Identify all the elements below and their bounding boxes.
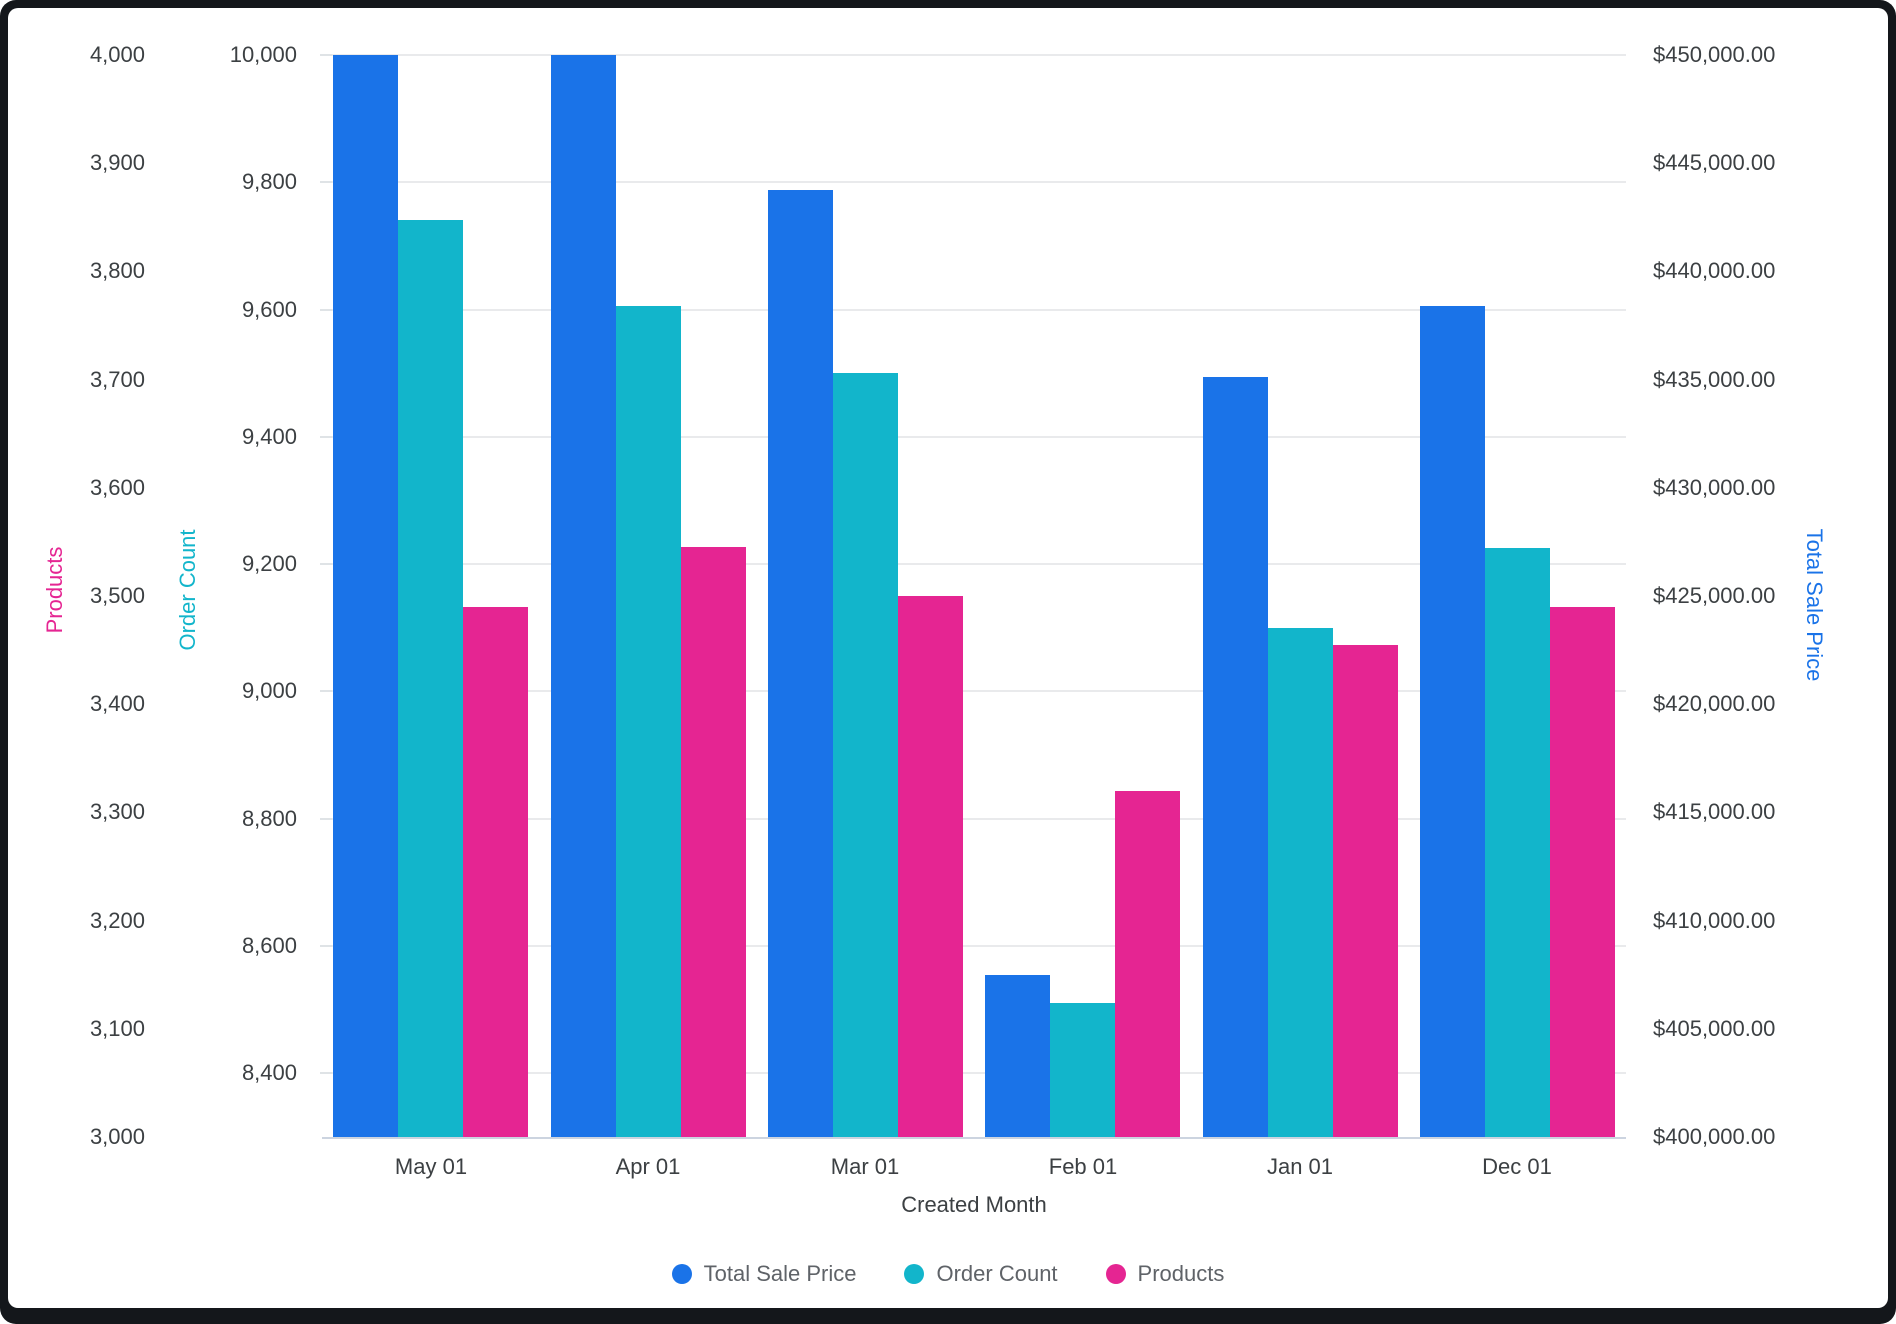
x-tick-feb-01: Feb 01 [1048,1154,1118,1179]
axis-title-order-count: Order Count [175,529,200,651]
products-tick-label: 3,900 [89,150,145,175]
products-tick-label: 4,000 [89,42,145,67]
order-count-tick-label: 10,000 [229,42,297,67]
legend-item-order-count[interactable]: Order Count [904,1261,1058,1287]
bar-products-may-01[interactable] [463,607,528,1137]
gridline [322,818,1626,820]
price-tick-label: $450,000.00 [1653,42,1776,67]
products-tick-label: 3,200 [89,908,145,933]
x-tick-apr-01: Apr 01 [615,1154,681,1179]
bar-products-apr-01[interactable] [681,547,746,1137]
bar-order-count-apr-01[interactable] [616,306,681,1137]
bar-total-sale-price-dec-01[interactable] [1420,306,1485,1137]
legend-label: Total Sale Price [703,1261,857,1286]
x-axis-line [322,1137,1626,1139]
gridline [322,309,1626,311]
order-count-tick-label: 9,000 [241,678,297,703]
order-count-tick-label: 9,200 [241,551,297,576]
gridline [322,1072,1626,1074]
order-count-tick-label: 8,400 [241,1060,297,1085]
order-count-tick-label: 9,400 [241,424,297,449]
x-axis-title: Created Month [901,1192,1047,1217]
axis-tick [320,945,332,947]
price-tick-label: $410,000.00 [1653,908,1776,933]
bar-total-sale-price-mar-01[interactable] [768,190,833,1137]
gridline [322,54,1626,56]
axis-title-total-sale-price: Total Sale Price [1802,528,1827,682]
bar-order-count-feb-01[interactable] [1050,1003,1115,1137]
bar-products-feb-01[interactable] [1115,791,1180,1137]
x-tick-jan-01: Jan 01 [1266,1154,1334,1179]
axis-tick [320,690,332,692]
bar-total-sale-price-apr-01[interactable] [551,55,616,1137]
x-tick-mar-01: Mar 01 [830,1154,900,1179]
products-tick-label: 3,800 [89,258,145,283]
products-tick-label: 3,000 [89,1124,145,1149]
bar-products-dec-01[interactable] [1550,607,1615,1137]
bar-total-sale-price-feb-01[interactable] [985,975,1050,1137]
legend-dot-products [1105,1264,1126,1284]
gridline [322,945,1626,947]
bar-order-count-mar-01[interactable] [833,373,898,1137]
bar-order-count-may-01[interactable] [398,220,463,1137]
price-tick-label: $400,000.00 [1653,1124,1776,1149]
axis-tick [320,1072,332,1074]
order-count-tick-label: 9,800 [241,169,297,194]
axis-tick [320,563,332,565]
price-tick-label: $425,000.00 [1653,583,1776,608]
axis-tick [320,436,332,438]
axis-tick [320,309,332,311]
legend-label: Order Count [936,1261,1058,1286]
products-tick-label: 3,500 [89,583,145,608]
legend-label: Products [1137,1261,1225,1286]
price-tick-label: $415,000.00 [1653,799,1776,824]
products-tick-label: 3,600 [89,475,145,500]
gridline [322,181,1626,183]
legend-dot-total-sale-price [671,1264,692,1284]
bar-products-mar-01[interactable] [898,596,963,1137]
bar-order-count-dec-01[interactable] [1485,548,1550,1137]
price-tick-label: $420,000.00 [1653,691,1776,716]
legend-item-products[interactable]: Products [1105,1261,1225,1287]
legend-item-total-sale-price[interactable]: Total Sale Price [671,1261,857,1287]
axis-tick [320,181,332,183]
legend-dot-order-count [904,1264,925,1284]
gridline [322,436,1626,438]
bar-total-sale-price-jan-01[interactable] [1203,377,1268,1137]
products-tick-label: 3,300 [89,799,145,824]
order-count-tick-label: 8,600 [241,933,297,958]
axis-tick [320,54,332,56]
gridline [322,690,1626,692]
bar-order-count-jan-01[interactable] [1268,628,1333,1137]
order-count-tick-label: 8,800 [241,806,297,831]
products-tick-label: 3,100 [89,1016,145,1041]
price-tick-label: $430,000.00 [1653,475,1776,500]
bar-products-jan-01[interactable] [1333,645,1398,1137]
price-tick-label: $435,000.00 [1653,367,1776,392]
products-tick-label: 3,400 [89,691,145,716]
products-tick-label: 3,700 [89,367,145,392]
axis-tick [320,818,332,820]
price-tick-label: $405,000.00 [1653,1016,1776,1041]
price-tick-label: $440,000.00 [1653,258,1776,283]
x-tick-may-01: May 01 [394,1154,468,1179]
order-count-tick-label: 9,600 [241,297,297,322]
chart-legend: Total Sale Price Order Count Products [8,1252,1888,1296]
x-tick-dec-01: Dec 01 [1482,1154,1552,1179]
price-tick-label: $445,000.00 [1653,150,1776,175]
bar-total-sale-price-may-01[interactable] [333,55,398,1137]
gridline [322,563,1626,565]
